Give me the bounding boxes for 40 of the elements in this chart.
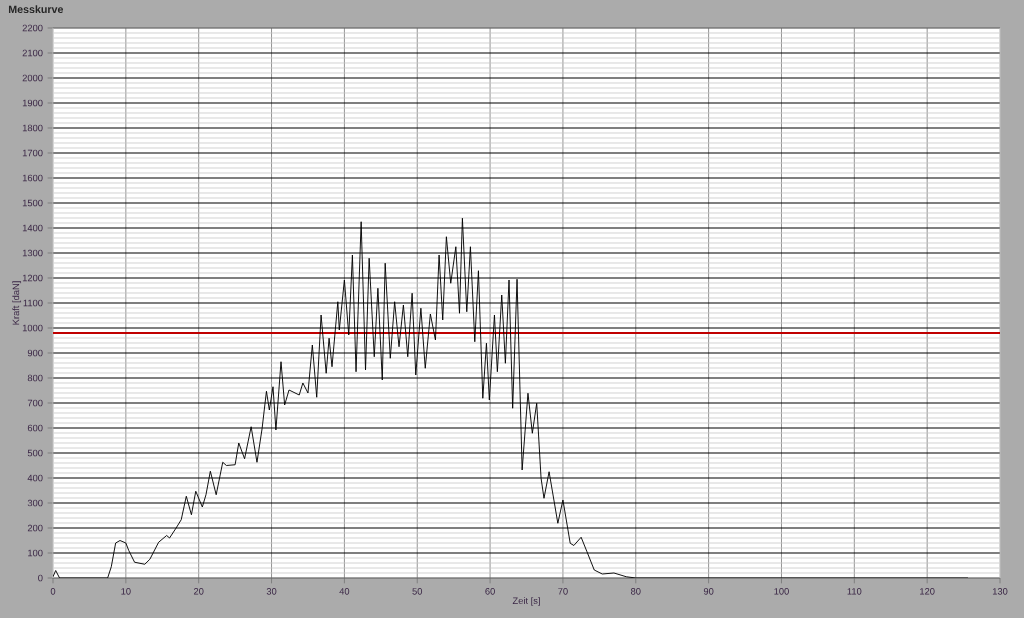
y-tick-label: 1500 bbox=[22, 199, 43, 207]
y-tick-label: 1800 bbox=[22, 124, 43, 132]
y-tick-label: 1200 bbox=[22, 274, 43, 282]
x-tick-label: 70 bbox=[558, 588, 568, 595]
y-tick-label: 1600 bbox=[22, 174, 43, 182]
x-tick-label: 110 bbox=[847, 588, 862, 595]
y-tick-label: 1100 bbox=[23, 299, 43, 307]
x-tick-label: 0 bbox=[50, 588, 56, 595]
x-tick-label: 120 bbox=[920, 588, 935, 595]
x-tick-label: 40 bbox=[339, 588, 350, 595]
y-axis-title: Kraft [daN] bbox=[12, 281, 22, 325]
x-tick-label: 10 bbox=[121, 588, 131, 595]
x-tick-label: 30 bbox=[266, 588, 277, 595]
y-tick-label: 1700 bbox=[22, 149, 43, 157]
y-tick-label: 800 bbox=[27, 374, 43, 382]
chart-title: Messkurve bbox=[8, 5, 64, 14]
x-tick-label: 80 bbox=[630, 588, 641, 595]
y-tick-label: 1000 bbox=[22, 324, 43, 332]
x-tick-label: 100 bbox=[774, 588, 789, 595]
y-tick-label: 600 bbox=[27, 424, 43, 432]
y-tick-label: 2000 bbox=[22, 74, 43, 82]
y-tick-label: 500 bbox=[27, 449, 43, 457]
x-tick-label: 20 bbox=[193, 588, 204, 595]
x-tick-label: 50 bbox=[412, 588, 423, 595]
y-tick-label: 900 bbox=[27, 349, 43, 357]
y-tick-label: 2100 bbox=[22, 49, 43, 57]
y-tick-label: 100 bbox=[28, 549, 43, 557]
y-tick-label: 2200 bbox=[22, 24, 43, 32]
x-tick-label: 60 bbox=[485, 588, 495, 595]
y-tick-label: 1900 bbox=[22, 99, 43, 107]
y-tick-label: 200 bbox=[27, 524, 43, 532]
y-tick-label: 700 bbox=[27, 399, 43, 407]
x-tick-label: 90 bbox=[703, 588, 714, 595]
y-tick-label: 400 bbox=[27, 474, 43, 482]
x-tick-label: 130 bbox=[992, 588, 1008, 595]
y-tick-label: 1300 bbox=[22, 249, 43, 257]
y-tick-label: 0 bbox=[38, 574, 43, 582]
y-tick-label: 1400 bbox=[22, 224, 43, 232]
x-axis-title: Zeit [s] bbox=[512, 597, 540, 606]
y-tick-label: 300 bbox=[27, 499, 43, 507]
